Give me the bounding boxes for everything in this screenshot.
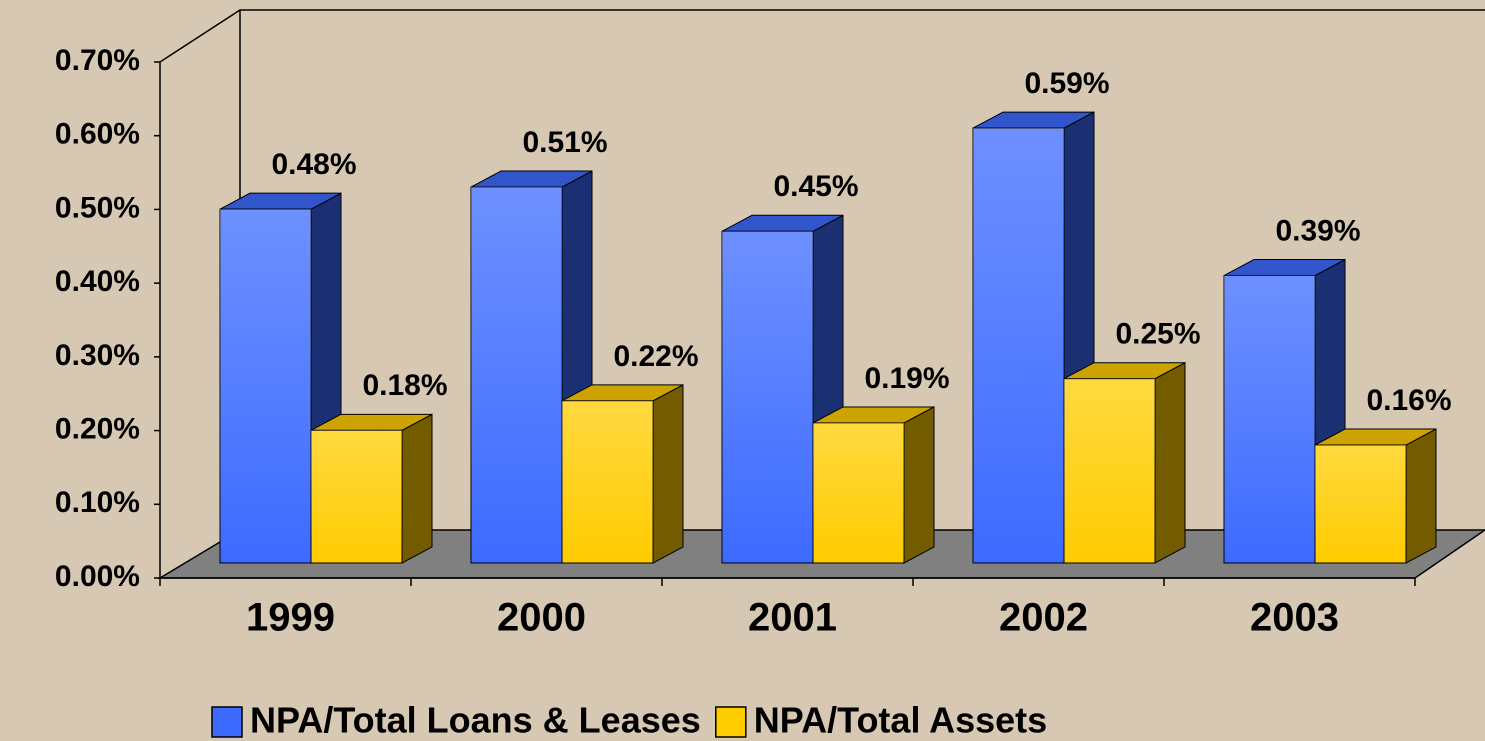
y-tick-label: 0.50%: [55, 191, 140, 224]
value-label: 0.48%: [271, 148, 356, 181]
x-tick-label: 2003: [1250, 596, 1339, 640]
value-label: 0.25%: [1115, 318, 1200, 351]
value-label: 0.18%: [362, 369, 447, 402]
bar-shine: [471, 187, 562, 564]
x-tick-label: 2001: [748, 596, 837, 640]
y-tick-label: 0.30%: [55, 339, 140, 372]
value-label: 0.45%: [773, 170, 858, 203]
value-label: 0.19%: [864, 362, 949, 395]
y-tick-label: 0.40%: [55, 265, 140, 298]
bar-side: [1154, 361, 1186, 564]
y-tick-label: 0.20%: [55, 412, 140, 445]
bar-shine: [220, 209, 311, 563]
bar-shine: [311, 430, 402, 563]
legend-swatch: [211, 706, 243, 738]
bar-shine: [973, 128, 1064, 564]
value-label: 0.51%: [522, 126, 607, 159]
bar-shine: [1315, 445, 1406, 563]
x-tick-label: 2002: [999, 596, 1088, 640]
y-tick-label: 0.60%: [55, 118, 140, 151]
value-label: 0.16%: [1366, 384, 1451, 417]
bar-shine: [1224, 275, 1315, 563]
bar-shine: [722, 231, 813, 564]
bar-side: [652, 383, 684, 564]
bar-side: [401, 413, 433, 564]
y-tick-label: 0.10%: [55, 486, 140, 519]
value-label: 0.59%: [1024, 67, 1109, 100]
value-label: 0.39%: [1275, 214, 1360, 247]
y-tick-label: 0.70%: [55, 44, 140, 77]
legend-swatch: [715, 706, 747, 738]
bar-shine: [562, 400, 653, 563]
x-tick-label: 2000: [497, 596, 586, 640]
bar-side: [903, 406, 935, 564]
value-label: 0.22%: [613, 340, 698, 373]
bar-shine: [1064, 378, 1155, 563]
bar-shine: [813, 422, 904, 563]
bar-side: [1405, 428, 1437, 564]
legend-label: NPA/Total Assets: [754, 700, 1047, 741]
legend-label: NPA/Total Loans & Leases: [250, 700, 701, 741]
x-tick-label: 1999: [246, 596, 335, 640]
y-tick-label: 0.00%: [55, 560, 140, 593]
